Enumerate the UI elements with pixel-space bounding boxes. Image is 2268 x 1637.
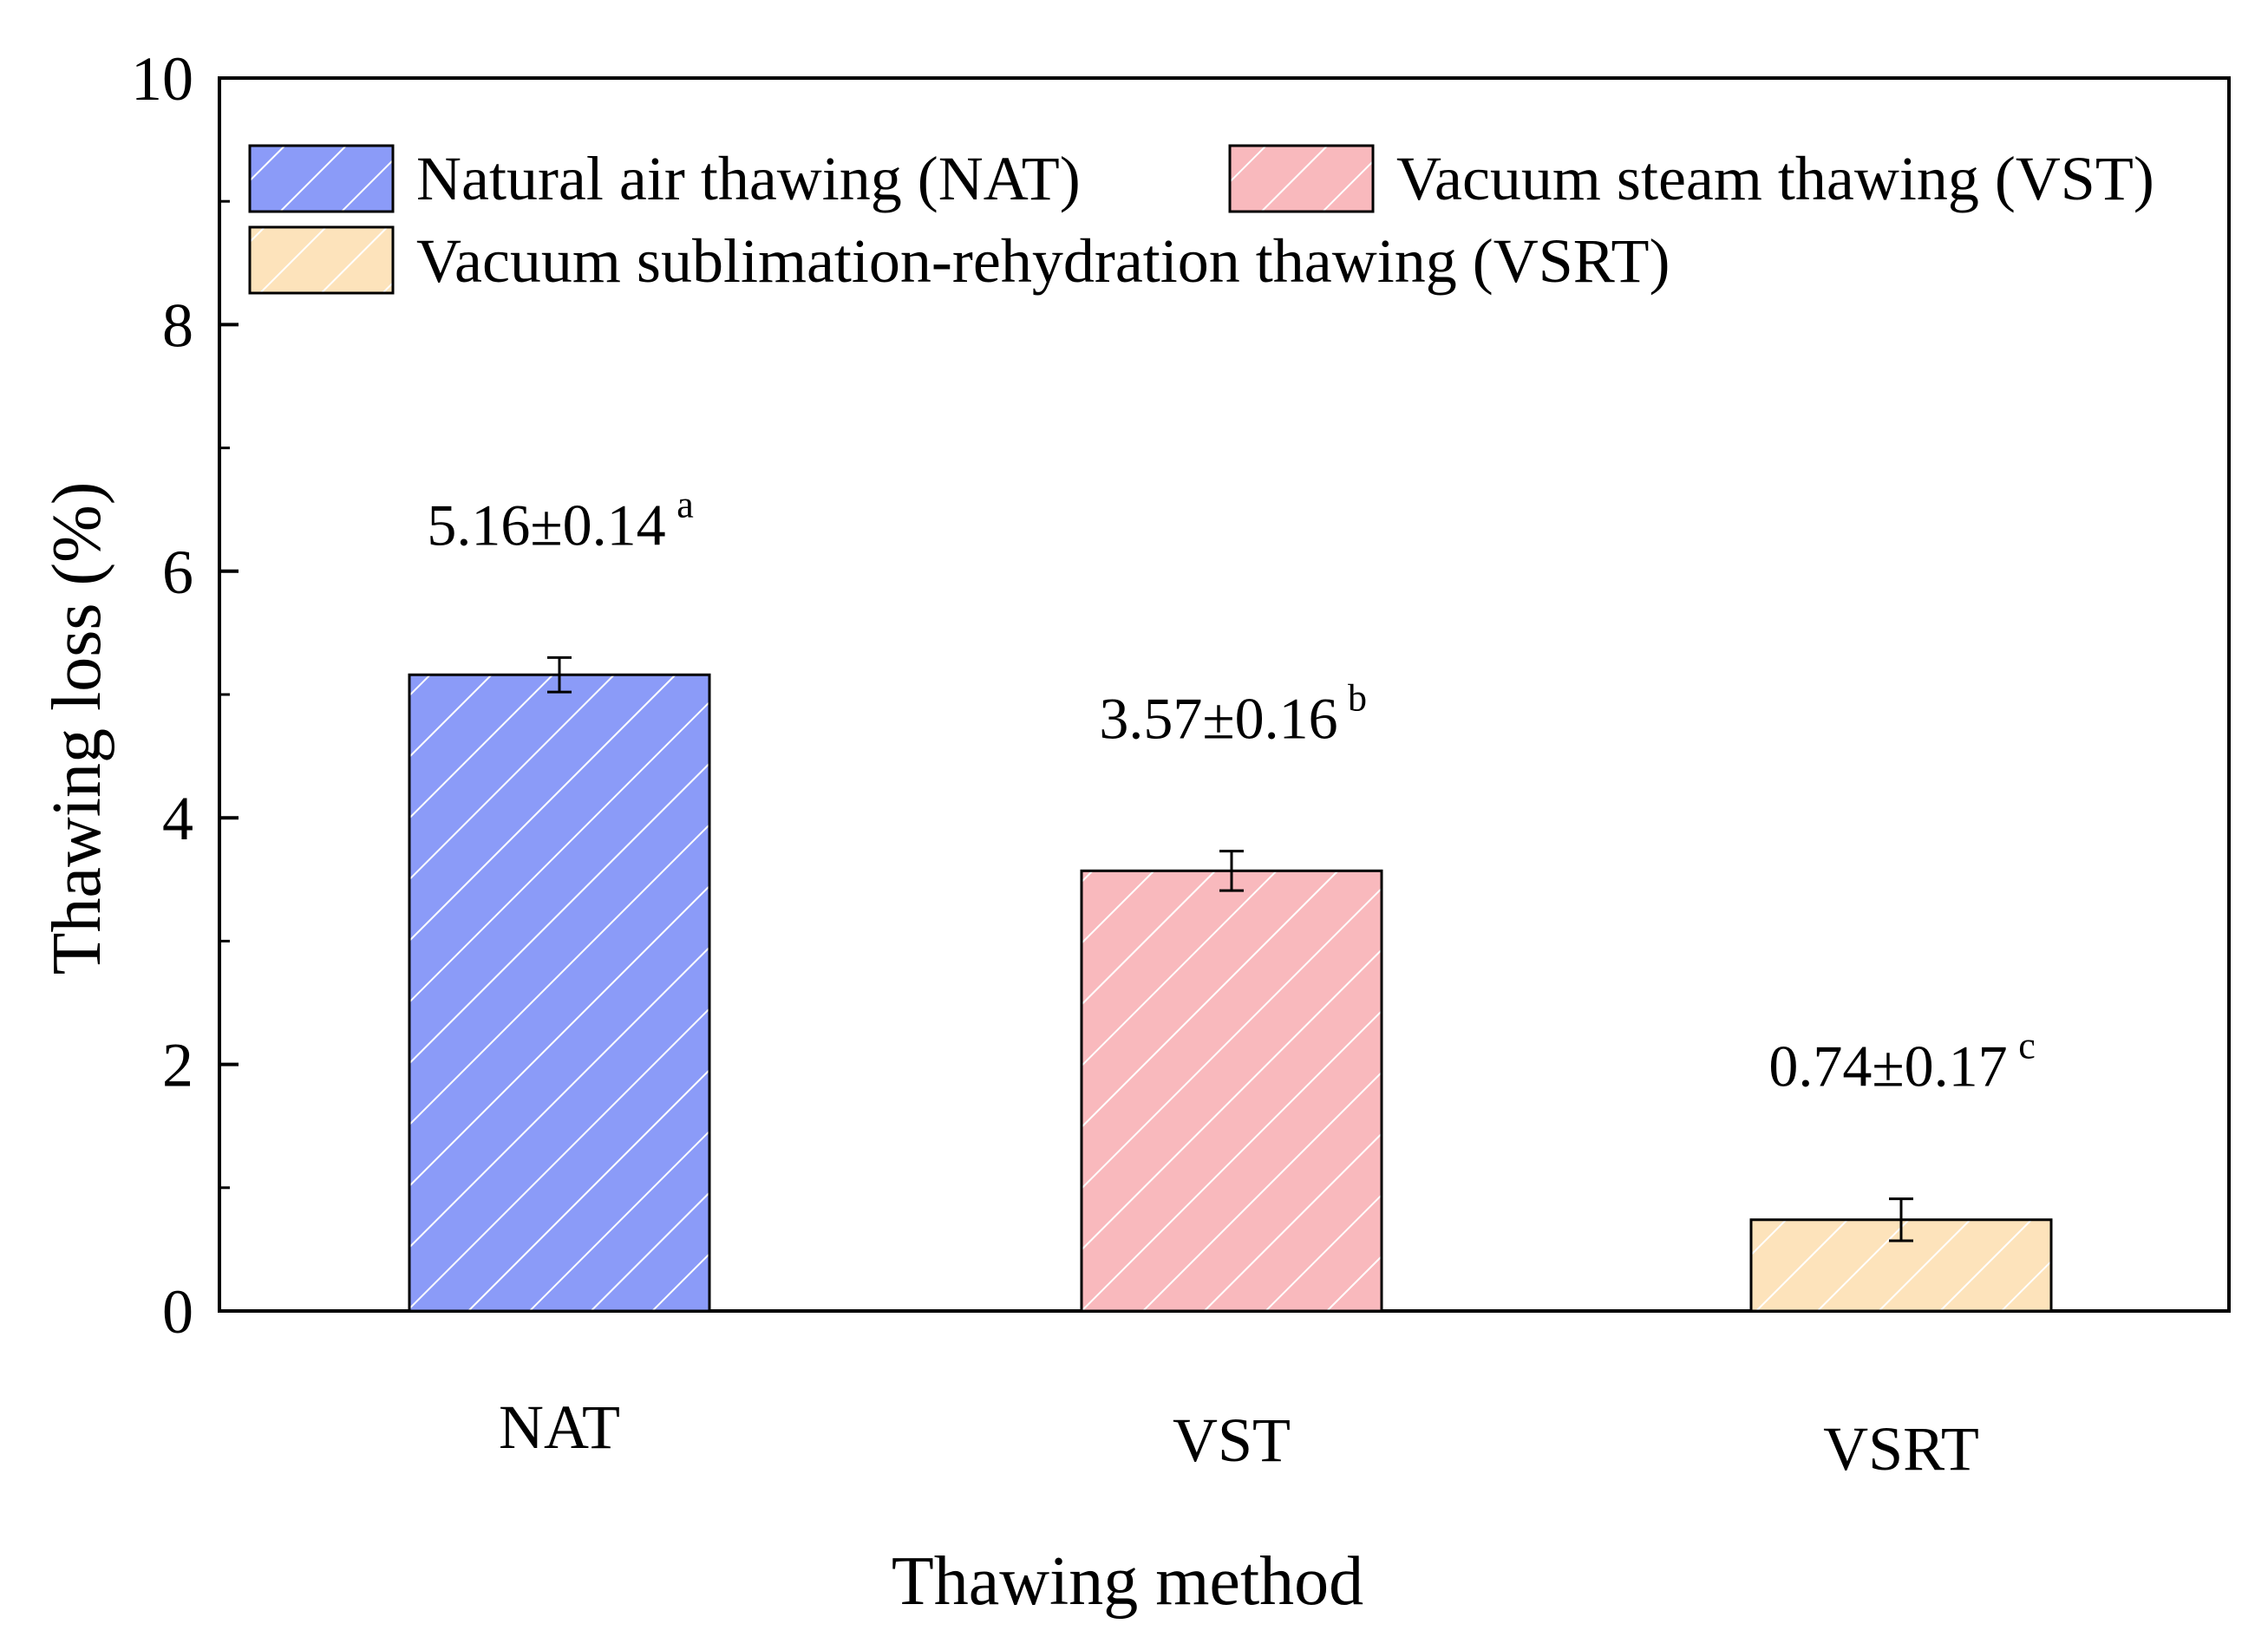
- y-axis-title: Thawing loss (%): [39, 482, 115, 975]
- y-tick-label: 10: [131, 44, 193, 114]
- significance-letter: b: [1348, 677, 1367, 720]
- legend-swatch-hatch: [248, 144, 395, 213]
- x-tick-label: VST: [1173, 1405, 1291, 1475]
- significance-letter: a: [676, 483, 694, 525]
- x-tick-label: VSRT: [1823, 1414, 1979, 1484]
- y-tick-label: 8: [162, 290, 193, 360]
- data-label: 3.57±0.16: [1099, 686, 1337, 752]
- bar-hatch-vst: [1080, 869, 1383, 1313]
- legend-label: Vacuum sublimation-rehydration thawing (…: [416, 226, 1670, 296]
- y-tick-label: 2: [162, 1031, 193, 1100]
- legend-label: Vacuum steam thawing (VST): [1396, 144, 2154, 213]
- y-tick-label: 4: [162, 784, 193, 853]
- data-label: 0.74±0.17: [1768, 1034, 2007, 1099]
- significance-letter: c: [2018, 1025, 2036, 1067]
- bar-hatch-nat: [408, 673, 711, 1313]
- x-tick-label: NAT: [499, 1392, 620, 1462]
- y-tick-label: 0: [162, 1277, 193, 1347]
- data-label: 5.16±0.14: [427, 492, 665, 558]
- legend-swatch-hatch: [1228, 144, 1375, 213]
- x-axis-title: Thawing method: [892, 1543, 1363, 1620]
- legend-swatch-hatch: [248, 225, 395, 295]
- y-tick-label: 6: [162, 538, 193, 607]
- legend-label: Natural air thawing (NAT): [416, 144, 1081, 213]
